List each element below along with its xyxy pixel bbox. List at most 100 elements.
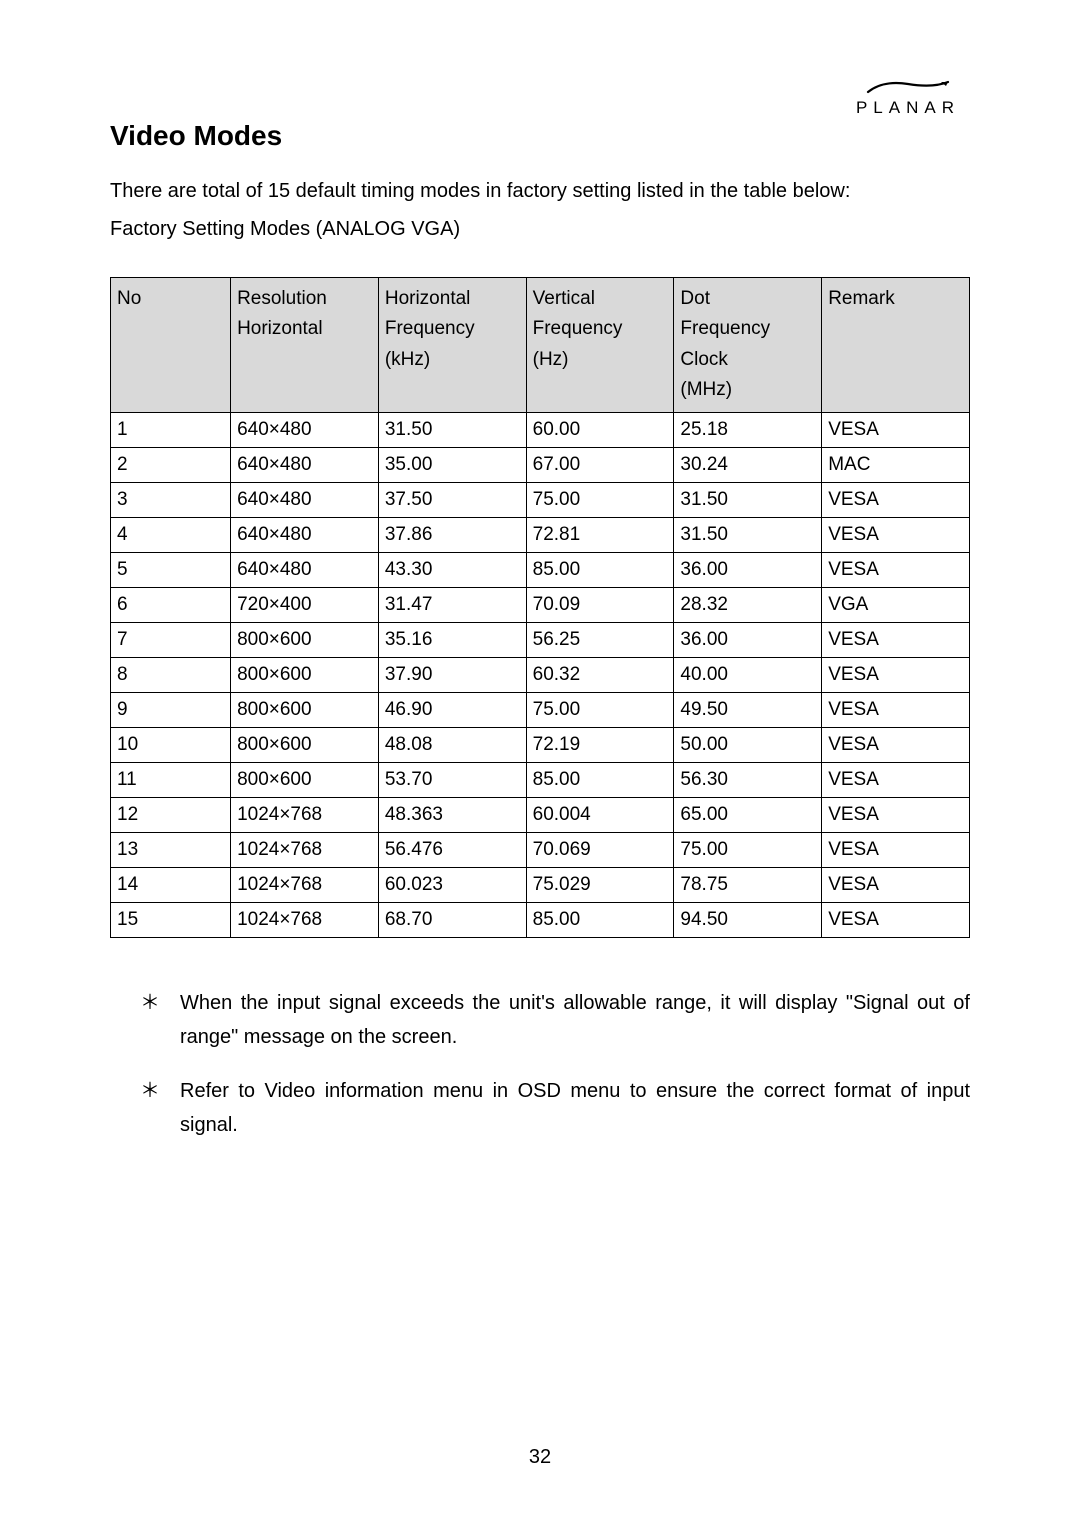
table-cell: 37.86 (378, 517, 526, 552)
table-cell: 1024×768 (231, 867, 379, 902)
table-row: 151024×76868.7085.0094.50VESA (111, 902, 970, 937)
table-row: 7800×60035.1656.2536.00VESA (111, 622, 970, 657)
subintro-text: Factory Setting Modes (ANALOG VGA) (110, 218, 970, 241)
notes-list: ＊When the input signal exceeds the unit'… (140, 986, 970, 1142)
table-cell: 640×480 (231, 412, 379, 447)
table-row: 5640×48043.3085.0036.00VESA (111, 552, 970, 587)
table-cell: VESA (822, 762, 970, 797)
table-cell: VESA (822, 552, 970, 587)
table-cell: 800×600 (231, 622, 379, 657)
table-cell: VESA (822, 867, 970, 902)
table-cell: 640×480 (231, 447, 379, 482)
table-cell: 48.363 (378, 797, 526, 832)
intro-text: There are total of 15 default timing mod… (110, 176, 970, 206)
table-cell: 60.004 (526, 797, 674, 832)
table-cell: VESA (822, 517, 970, 552)
table-row: 3640×48037.5075.0031.50VESA (111, 482, 970, 517)
page-number: 32 (0, 1446, 1080, 1469)
table-cell: 1024×768 (231, 797, 379, 832)
table-row: 2640×48035.0067.0030.24MAC (111, 447, 970, 482)
video-modes-table: No ResolutionHorizontal HorizontalFreque… (110, 277, 970, 938)
table-cell: VESA (822, 622, 970, 657)
table-row: 11800×60053.7085.0056.30VESA (111, 762, 970, 797)
table-cell: 31.50 (378, 412, 526, 447)
table-cell: 70.069 (526, 832, 674, 867)
asterisk-icon: ＊ (140, 1074, 160, 1108)
col-header-horizontal-freq: HorizontalFrequency(kHz) (378, 278, 526, 413)
table-cell: 10 (111, 727, 231, 762)
table-cell: 15 (111, 902, 231, 937)
col-header-remark: Remark (822, 278, 970, 413)
col-header-no: No (111, 278, 231, 413)
col-header-line: Horizontal (385, 284, 520, 314)
table-cell: 75.00 (674, 832, 822, 867)
table-cell: 72.19 (526, 727, 674, 762)
table-cell: 13 (111, 832, 231, 867)
table-cell: 800×600 (231, 727, 379, 762)
table-row: 4640×48037.8672.8131.50VESA (111, 517, 970, 552)
table-cell: 50.00 (674, 727, 822, 762)
table-cell: 35.16 (378, 622, 526, 657)
table-row: 9800×60046.9075.0049.50VESA (111, 692, 970, 727)
table-cell: MAC (822, 447, 970, 482)
col-header-line: Horizontal (237, 314, 372, 344)
col-header-line: (Hz) (533, 345, 668, 375)
note-item: ＊ Refer to Video information menu in OSD … (140, 1074, 970, 1142)
col-header-line: No (117, 284, 224, 314)
table-cell: 75.029 (526, 867, 674, 902)
table-cell: VESA (822, 482, 970, 517)
table-cell: 70.09 (526, 587, 674, 622)
note-text: Refer to Video information menu in OSD m… (180, 1080, 970, 1136)
table-cell: 48.08 (378, 727, 526, 762)
note-item: ＊When the input signal exceeds the unit'… (140, 986, 970, 1054)
table-cell: VESA (822, 692, 970, 727)
table-cell: 800×600 (231, 762, 379, 797)
col-header-vertical-freq: VerticalFrequency(Hz) (526, 278, 674, 413)
table-cell: 2 (111, 447, 231, 482)
table-cell: 65.00 (674, 797, 822, 832)
table-row: 131024×76856.47670.06975.00VESA (111, 832, 970, 867)
col-header-line: (kHz) (385, 345, 520, 375)
table-cell: 1024×768 (231, 832, 379, 867)
table-row: 6720×40031.4770.0928.32VGA (111, 587, 970, 622)
table-cell: 56.25 (526, 622, 674, 657)
table-cell: 68.70 (378, 902, 526, 937)
table-cell: 1024×768 (231, 902, 379, 937)
col-header-line: Frequency (385, 314, 520, 344)
table-cell: 800×600 (231, 692, 379, 727)
table-cell: 14 (111, 867, 231, 902)
table-cell: 60.023 (378, 867, 526, 902)
table-cell: 36.00 (674, 552, 822, 587)
table-cell: VESA (822, 797, 970, 832)
section-title: Video Modes (110, 120, 970, 152)
table-cell: VESA (822, 832, 970, 867)
table-cell: 94.50 (674, 902, 822, 937)
table-cell: 85.00 (526, 762, 674, 797)
col-header-line: Dot (680, 284, 815, 314)
table-row: 10800×60048.0872.1950.00VESA (111, 727, 970, 762)
table-cell: 37.50 (378, 482, 526, 517)
table-cell: 25.18 (674, 412, 822, 447)
table-cell: 75.00 (526, 482, 674, 517)
table-cell: 9 (111, 692, 231, 727)
table-row: 1640×48031.5060.0025.18VESA (111, 412, 970, 447)
table-cell: VESA (822, 902, 970, 937)
planar-swoosh-icon (863, 78, 953, 96)
table-cell: 640×480 (231, 482, 379, 517)
table-cell: 60.32 (526, 657, 674, 692)
table-row: 8800×60037.9060.3240.00VESA (111, 657, 970, 692)
col-header-dot-clock: DotFrequencyClock(MHz) (674, 278, 822, 413)
table-cell: 5 (111, 552, 231, 587)
table-cell: 78.75 (674, 867, 822, 902)
table-cell: 35.00 (378, 447, 526, 482)
table-cell: 6 (111, 587, 231, 622)
table-cell: 12 (111, 797, 231, 832)
table-cell: 85.00 (526, 552, 674, 587)
table-cell: 31.50 (674, 482, 822, 517)
table-cell: 60.00 (526, 412, 674, 447)
col-header-line: Remark (828, 284, 963, 314)
table-cell: 85.00 (526, 902, 674, 937)
table-cell: 3 (111, 482, 231, 517)
col-header-line: Vertical (533, 284, 668, 314)
table-cell: 72.81 (526, 517, 674, 552)
